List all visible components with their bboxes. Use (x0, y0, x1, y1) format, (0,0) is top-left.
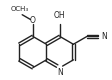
Text: OH: OH (54, 11, 66, 20)
Text: O: O (30, 16, 36, 25)
Text: N: N (57, 68, 63, 77)
Text: OCH₃: OCH₃ (10, 6, 28, 12)
Text: N: N (102, 32, 107, 41)
